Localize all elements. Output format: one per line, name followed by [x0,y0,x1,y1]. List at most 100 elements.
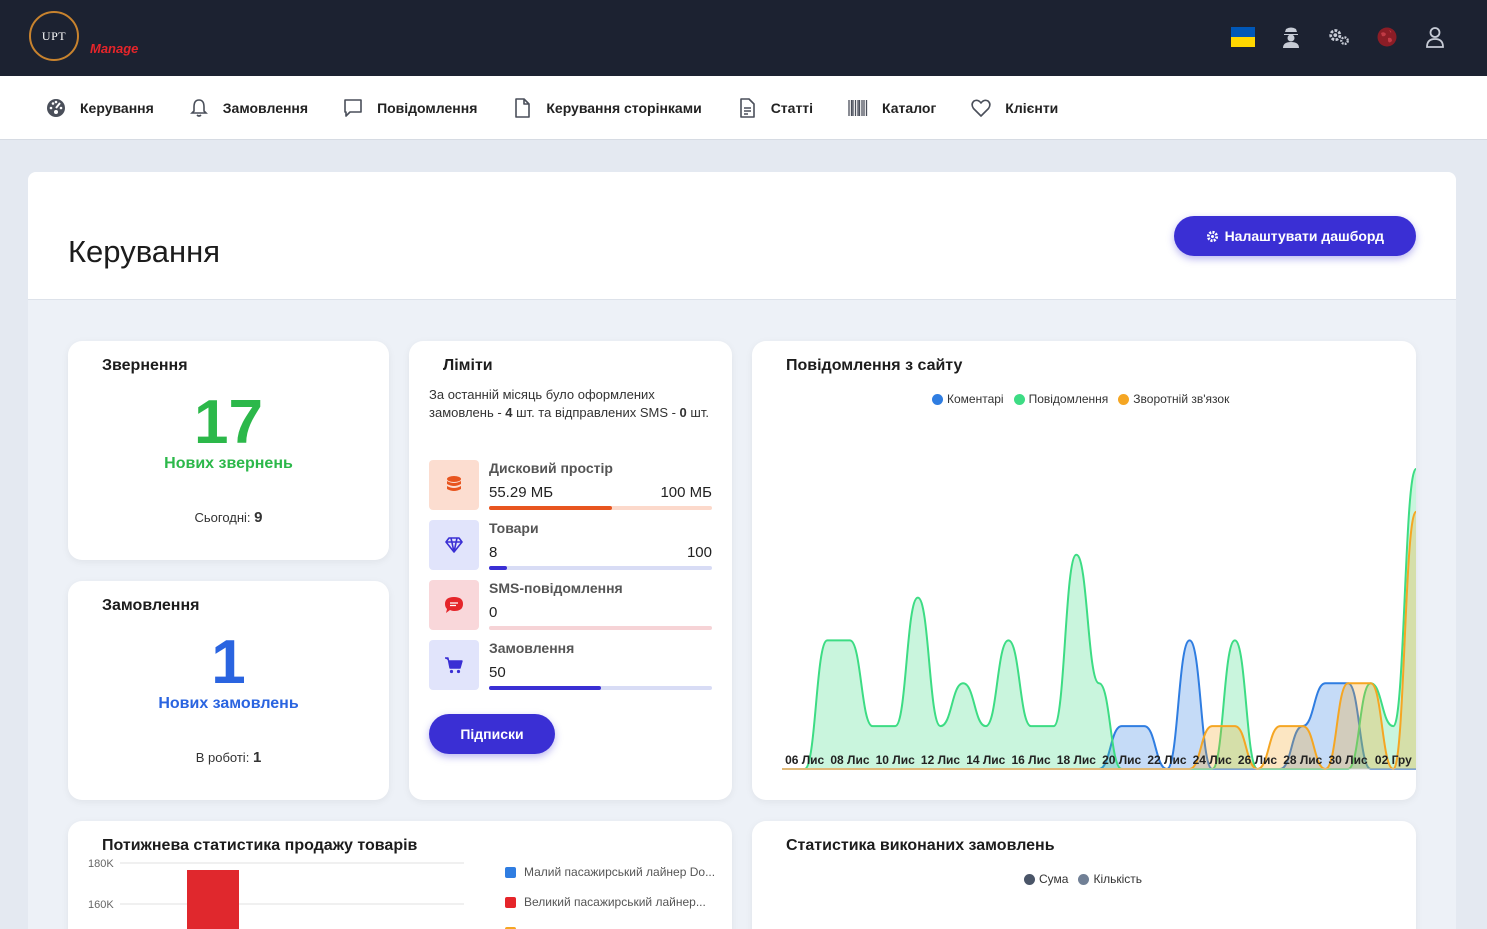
nav-item-articles[interactable]: Статті [737,97,814,118]
page-header: Керування Налаштувати дашборд [28,172,1456,300]
brand-subtitle: Manage [90,41,139,56]
legend-item[interactable]: Зворотній зв'язок [1118,392,1229,406]
orders-in-work-label: В роботі: [195,750,250,765]
legend-item[interactable]: Кількість [1078,872,1142,886]
limit-max: 100 МБ [660,484,712,501]
limit-name: SMS-повідомлення [489,580,623,596]
nav-item-pages[interactable]: Керування сторінками [512,97,702,118]
x-tick-label: 06 Лис [785,753,824,767]
nav-item-orders[interactable]: Замовлення [189,98,308,118]
bell-icon [189,98,208,117]
legend-item[interactable]: Малий пасажирський лайнер Do... [505,857,715,887]
series-area [782,469,1416,769]
nav-item-clients[interactable]: Клієнти [971,98,1058,118]
nav-item-dashboard[interactable]: Керування [46,98,154,118]
appeals-today: Сьогодні: 9 [68,509,389,526]
limit-current: 50 [489,664,506,681]
limit-progress-fill [489,566,507,570]
limits-desc-text: шт. [686,405,709,420]
x-tick-label: 10 Лис [876,753,915,767]
messages-chart-card: Повідомлення з сайту Коментарі Повідомле… [752,341,1416,800]
orders-card: Замовлення 1 Нових замовлень В роботі: 1 [68,581,389,800]
limit-disk: Дисковий простір 55.29 МБ 100 МБ [429,460,712,512]
x-tick-label: 20 Лис [1102,753,1141,767]
legend-item[interactable]: Сума [1024,872,1068,886]
limit-orders: Замовлення 50 [429,640,712,692]
nav-label: Каталог [882,99,937,116]
weekly-bar-chart: 180K 160K [88,858,464,929]
limit-progress-fill [489,506,613,510]
limit-progress-bar [489,566,712,570]
dashboard-icon [47,98,65,117]
messages-chart-title: Повідомлення з сайту [786,357,963,374]
limits-desc-orders: 4 [505,405,513,420]
legend-item[interactable] [505,917,715,929]
appeals-today-value: 9 [254,509,263,526]
cart-icon [429,640,479,690]
limit-products: Товари 8 100 [429,520,712,572]
orders-title: Замовлення [102,597,200,614]
limit-max: 100 [686,544,712,561]
configure-dashboard-button[interactable]: Налаштувати дашборд [1173,216,1416,256]
appeals-today-label: Сьогодні: [194,510,251,525]
legend-item[interactable]: Великий пасажирський лайнер... [505,887,715,917]
nav-label: Клієнти [1005,99,1059,116]
main-content: Керування Налаштувати дашборд Звернення … [28,172,1456,929]
x-tick-label: 08 Лис [830,753,869,767]
legend-label: Повідомлення [1028,392,1109,406]
nav-label: Керування сторінками [546,99,702,116]
support-agent-icon[interactable] [1279,24,1303,50]
limits-description: За останній місяць було оформлених замов… [429,386,719,422]
messages-area-chart: 06 Лис 08 Лис 10 Лис 12 Лис 14 Лис 16 Лис 18 Л… [782,468,1416,771]
nav-label: Замовлення [222,99,309,116]
legend-label: Коментарі [947,392,1004,406]
completed-orders-legend: Сума Кількість [1024,872,1142,886]
brand-logo[interactable]: UPT [29,11,79,61]
legend-label: Малий пасажирський лайнер Do... [524,865,716,879]
language-flag-icon[interactable] [1231,24,1255,50]
bar [187,870,239,929]
nav-item-messages[interactable]: Повідомлення [343,98,477,118]
messages-chart-legend: Коментарі Повідомлення Зворотній зв'язок [932,392,1229,406]
y-tick-label: 160K [88,899,114,911]
limit-name: Товари [489,520,539,536]
appeals-count: 17 [194,388,263,457]
main-navigation: Керування Замовлення Повідомлення Керува… [0,76,1487,140]
x-tick-label: 24 Лис [1193,753,1232,767]
legend-item[interactable]: Коментарі [932,392,1004,406]
subscriptions-button[interactable]: Підписки [429,714,555,754]
settings-gears-icon[interactable] [1327,24,1351,50]
nav-label: Статті [770,99,814,116]
limit-name: Замовлення [489,640,575,656]
limit-progress-bar [489,686,712,690]
limit-progress-bar [489,626,712,630]
legend-label: Зворотній зв'язок [1133,392,1230,406]
appeals-card: Звернення 17 Нових звернень Сьогодні: 9 [68,341,389,560]
user-profile-icon[interactable] [1423,24,1447,50]
file-icon [515,97,531,118]
orders-in-work-value: 1 [252,749,262,766]
x-tick-label: 26 Лис [1238,753,1277,767]
x-tick-label: 28 Лис [1283,753,1322,767]
top-bar: UPT Manage [0,0,1487,76]
weekly-sales-title: Потижнева статистика продажу товарів [102,837,418,854]
limit-name: Дисковий простір [489,460,613,476]
barcode-icon [848,99,868,116]
limit-current: 8 [489,544,498,561]
x-tick-label: 16 Лис [1011,753,1050,767]
x-tick-label: 22 Лис [1147,753,1186,767]
limit-progress-bar [489,506,712,510]
nav-item-catalog[interactable]: Каталог [848,98,936,118]
limit-progress-fill [489,686,601,690]
globe-icon[interactable] [1375,24,1399,50]
appeals-label: Нових звернень [164,455,293,472]
heart-icon [971,99,991,117]
limit-current: 55.29 МБ [489,484,554,501]
x-tick-label: 14 Лис [966,753,1005,767]
configure-dashboard-label: Налаштувати дашборд [1224,228,1384,244]
appeals-title: Звернення [102,357,188,374]
legend-item[interactable]: Повідомлення [1013,392,1109,406]
document-icon [739,97,755,118]
chat-icon [344,98,362,117]
completed-orders-card: Статистика виконаних замовлень Сума Кіль… [752,821,1416,929]
